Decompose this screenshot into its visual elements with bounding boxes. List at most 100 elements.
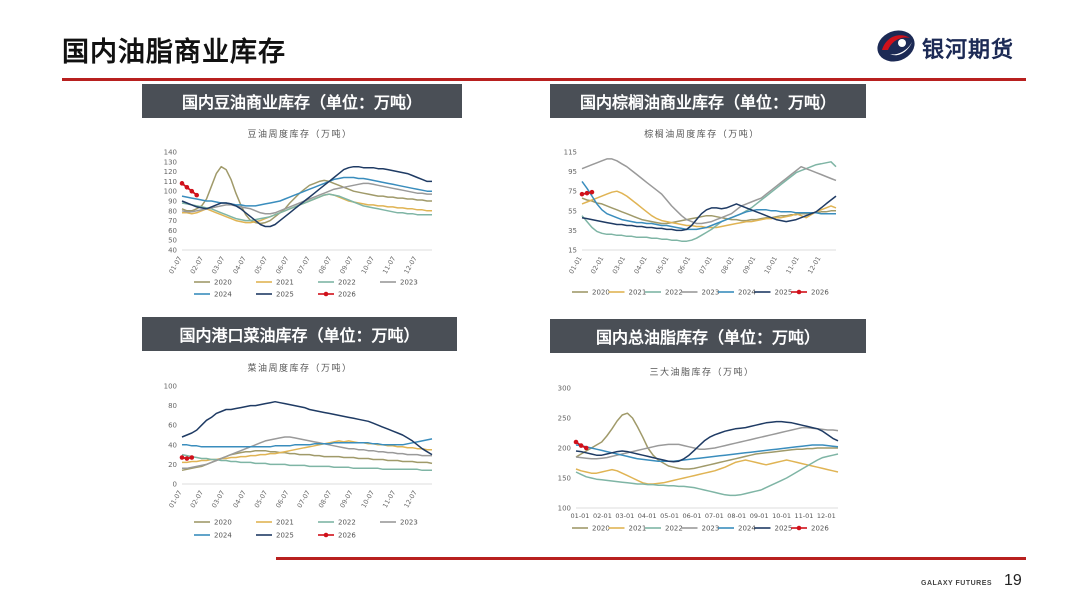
x-tick-label: 06-01 [676,255,692,275]
x-tick-label: 10-07 [360,255,376,275]
legend-label-2022: 2022 [338,279,356,287]
chart-title: 三大油脂库存（万吨） [649,366,754,378]
y-tick-label: 15 [568,247,577,255]
series-line-2023 [182,436,432,470]
x-tick-label: 10-01 [763,255,779,275]
x-tick-label: 05-01 [660,512,679,520]
legend-label-2026: 2026 [338,532,356,540]
header-divider [62,78,1026,81]
x-tick-label: 08-01 [727,512,746,520]
y-tick-label: 300 [558,385,571,393]
x-tick-label: 09-07 [338,489,354,509]
legend-label-2023: 2023 [400,519,418,527]
chart-title: 棕榈油周度库存（万吨） [644,128,760,140]
series-line-2020 [575,412,838,470]
legend-label-2025: 2025 [276,532,294,540]
y-tick-label: 60 [168,422,177,430]
series-line-2020 [181,165,432,225]
x-tick-label: 02-07 [189,255,205,275]
y-tick-label: 250 [558,415,571,423]
x-tick-label: 12-07 [402,489,418,509]
x-tick-label: 08-07 [317,489,333,509]
y-tick-label: 75 [568,188,577,196]
x-tick-label: 06-07 [274,255,290,275]
x-tick-label: 02-01 [589,255,605,275]
chart-title: 豆油周度库存（万吨） [247,128,352,140]
legend-label-2020: 2020 [214,519,232,527]
series-marker-2026 [184,184,190,190]
panel-title-rapeseed-oil: 国内港口菜油库存（单位：万吨） [142,317,457,351]
legend-label-2022: 2022 [665,525,683,533]
series-line-2024 [581,180,836,231]
legend-label-2020: 2020 [592,525,610,533]
series-line-2021 [581,190,837,229]
panel-title-soybean-oil: 国内豆油商业库存（单位：万吨） [142,84,462,118]
series-line-2022 [581,161,837,242]
panel-title-palm-oil: 国内棕榈油商业库存（单位：万吨） [550,84,866,118]
legend-label-2025: 2025 [276,291,294,299]
series-line-2024 [575,444,839,462]
series-marker-2026 [189,188,195,194]
legend-marker-2026 [796,525,802,531]
legend-label-2024: 2024 [738,289,756,297]
series-marker-2026 [583,445,589,451]
series-marker-2026 [578,443,584,448]
y-tick-label: 90 [168,198,177,206]
x-tick-label: 12-07 [402,255,418,275]
legend-label-2021: 2021 [276,519,294,527]
x-tick-label: 05-07 [253,255,269,275]
x-tick-label: 03-01 [611,255,627,275]
y-tick-label: 120 [164,168,177,176]
x-tick-label: 02-07 [189,489,205,509]
y-tick-label: 140 [164,149,177,157]
x-tick-label: 02-01 [593,512,612,520]
y-tick-label: 60 [168,227,177,235]
legend-label-2026: 2026 [811,525,829,533]
legend-label-2020: 2020 [592,289,610,297]
y-tick-label: 95 [568,168,577,176]
footer-divider [276,557,1026,560]
series-marker-2026 [584,190,590,196]
series-marker-2026 [579,191,585,197]
series-line-2022 [575,453,839,497]
x-tick-label: 11-01 [794,512,813,520]
chart-svg: 菜油周度库存（万吨） 0 20 40 60 80 100 01-07 02-07 03-07 04-… [164,362,433,540]
legend-label-2026: 2026 [338,291,356,299]
series-line-2022 [181,193,432,222]
x-tick-label: 07-01 [705,512,724,520]
x-tick-label: 09-07 [338,255,354,275]
x-tick-label: 10-01 [772,512,791,520]
page-title: 国内油脂商业库存 [62,37,286,67]
series-line-2025 [575,420,839,463]
x-tick-label: 01-01 [571,512,590,520]
legend-label-2021: 2021 [629,525,647,533]
x-tick-label: 11-07 [381,489,397,509]
legend-label-2025: 2025 [775,289,793,297]
series-line-2021 [575,459,839,485]
brand-logo [876,26,1036,66]
series-marker-2026 [194,192,200,198]
legend-label-2021: 2021 [629,289,647,297]
legend-label-2021: 2021 [276,279,294,287]
series-marker-2026 [179,455,185,460]
y-tick-label: 200 [558,445,571,453]
x-tick-label: 05-01 [654,255,670,275]
y-tick-label: 20 [168,461,177,469]
series-line-2025 [181,400,433,456]
series-line-2023 [581,158,837,225]
y-tick-label: 40 [168,441,177,449]
y-tick-label: 55 [568,207,577,215]
y-tick-label: 0 [173,481,177,489]
series-marker-2026 [573,439,579,445]
x-tick-label: 03-01 [615,512,634,520]
legend-label-2024: 2024 [214,291,232,299]
series-marker-2026 [189,455,195,460]
panel-title-total-oils: 国内总油脂库存（单位：万吨） [550,319,866,353]
y-tick-label: 35 [568,227,577,235]
x-tick-label: 05-07 [253,489,269,509]
x-tick-label: 12-01 [817,512,836,520]
series-marker-2026 [589,189,595,195]
series-line-2021 [182,440,432,464]
x-tick-label: 09-01 [741,255,757,275]
legend-label-2026: 2026 [811,289,829,297]
